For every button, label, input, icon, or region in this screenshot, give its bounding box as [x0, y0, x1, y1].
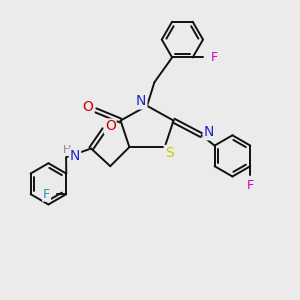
- Text: F: F: [43, 188, 50, 201]
- Text: H: H: [63, 145, 72, 155]
- Text: N: N: [136, 94, 146, 108]
- Text: N: N: [70, 149, 80, 163]
- Text: F: F: [210, 51, 218, 64]
- Text: O: O: [83, 100, 94, 114]
- Text: F: F: [247, 179, 254, 192]
- Text: O: O: [105, 119, 116, 134]
- Text: S: S: [165, 146, 173, 160]
- Text: N: N: [204, 125, 214, 139]
